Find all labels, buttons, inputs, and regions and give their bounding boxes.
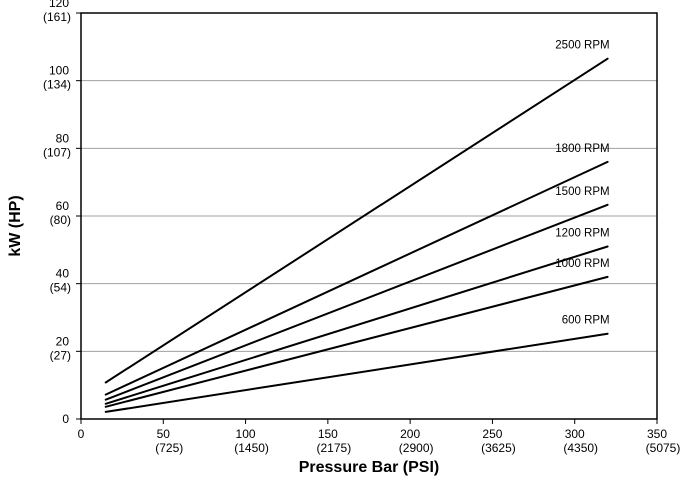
series-label-1800-rpm: 1800 RPM xyxy=(555,143,609,155)
x-tick-label-5: 250 xyxy=(482,427,502,441)
series-labels: 2500 RPM 1800 RPM 1500 RPM 1200 RPM 1000 RPM… xyxy=(555,40,609,327)
y-tick-label-4: 80 xyxy=(56,131,70,145)
y-tick-sublabel-5: (134) xyxy=(43,78,71,92)
y-tick-sublabel-4: (107) xyxy=(43,145,71,159)
grid-lines xyxy=(81,80,657,352)
series-label-1000-rpm: 1000 RPM xyxy=(555,258,609,270)
y-tick-sublabel-6: (161) xyxy=(43,10,71,24)
x-tick-sublabel-1: (725) xyxy=(155,441,183,455)
x-tick-label-0: 0 xyxy=(78,427,85,441)
y-tick-label-3: 60 xyxy=(56,199,70,213)
x-tick-sublabel-4: (2900) xyxy=(399,441,434,455)
x-axis-ticks: 0 50(725) 100(1450) 150(2175) 200(2900) 250(3… xyxy=(78,419,681,455)
y-tick-sublabel-1: (27) xyxy=(50,348,71,362)
x-tick-label-1: 50 xyxy=(157,427,171,441)
series-line-1800-rpm xyxy=(104,160,609,396)
series-line-1000-rpm xyxy=(104,275,609,408)
series-line-2500-rpm xyxy=(104,57,609,384)
y-tick-label-1: 20 xyxy=(56,334,70,348)
series-label-2500-rpm: 2500 RPM xyxy=(555,40,609,52)
x-tick-label-2: 100 xyxy=(236,427,256,441)
x-axis-title: Pressure Bar (PSI) xyxy=(299,459,440,476)
y-tick-sublabel-2: (54) xyxy=(50,281,71,295)
x-tick-sublabel-3: (2175) xyxy=(317,441,352,455)
x-tick-sublabel-7: (5075) xyxy=(646,441,681,455)
y-tick-label-5: 100 xyxy=(49,64,69,78)
y-tick-sublabel-3: (80) xyxy=(50,213,71,227)
x-tick-sublabel-6: (4350) xyxy=(563,441,598,455)
series-label-600-rpm: 600 RPM xyxy=(562,315,610,327)
x-tick-sublabel-5: (3625) xyxy=(481,441,516,455)
x-tick-sublabel-2: (1450) xyxy=(234,441,269,455)
series-line-1500-rpm xyxy=(104,203,609,401)
series-line-1200-rpm xyxy=(104,245,609,405)
y-tick-label-2: 40 xyxy=(56,267,70,281)
series-line-600-rpm xyxy=(104,332,609,413)
y-tick-label-0: 0 xyxy=(62,412,69,426)
y-axis-title: kW (HP) xyxy=(7,195,24,256)
y-tick-label-6: 120 xyxy=(49,0,69,10)
x-tick-label-6: 300 xyxy=(565,427,585,441)
series-label-1500-rpm: 1500 RPM xyxy=(555,186,609,198)
y-axis-ticks: 0 20(27) 40(54) 60(80) 80(107) 100(134) 120(16… xyxy=(43,0,81,426)
series-label-1200-rpm: 1200 RPM xyxy=(555,227,609,239)
series-lines xyxy=(104,57,609,413)
x-tick-label-3: 150 xyxy=(318,427,338,441)
x-tick-label-7: 350 xyxy=(647,427,667,441)
x-tick-label-4: 200 xyxy=(400,427,420,441)
